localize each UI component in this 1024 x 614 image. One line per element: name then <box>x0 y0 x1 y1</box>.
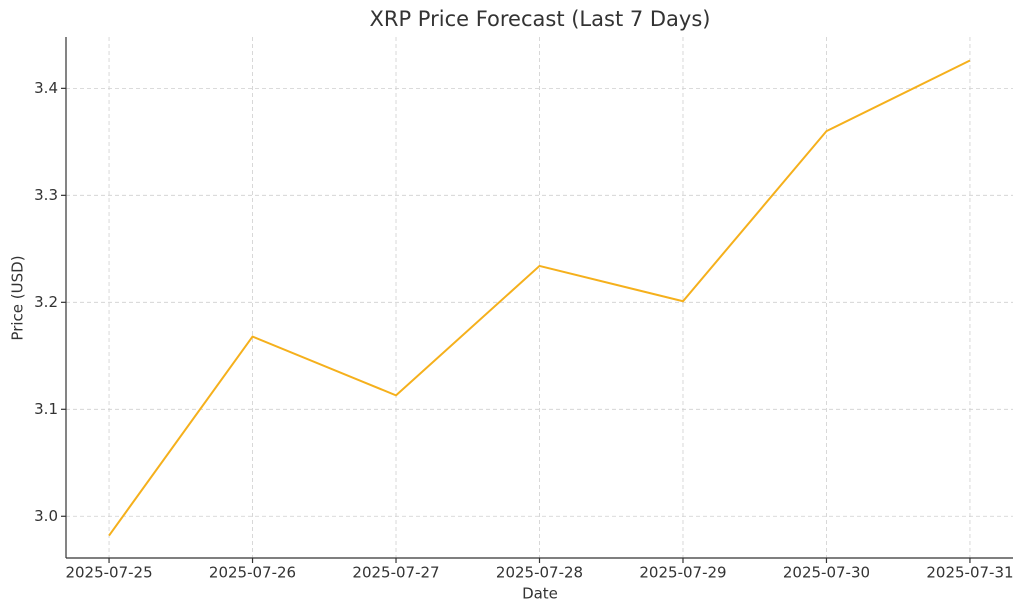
x-tick-label: 2025-07-29 <box>639 564 726 582</box>
y-tick-label: 3.0 <box>34 507 58 525</box>
x-axis-label: Date <box>522 585 558 603</box>
x-tick-label: 2025-07-31 <box>926 564 1013 582</box>
y-tick-label: 3.3 <box>34 186 58 204</box>
y-axis-label: Price (USD) <box>9 255 27 340</box>
x-tick-label: 2025-07-30 <box>783 564 870 582</box>
y-tick-label: 3.4 <box>34 79 58 97</box>
x-tick-label: 2025-07-25 <box>65 564 152 582</box>
x-tick-label: 2025-07-26 <box>209 564 296 582</box>
chart-title: XRP Price Forecast (Last 7 Days) <box>369 7 710 31</box>
x-tick-label: 2025-07-27 <box>352 564 439 582</box>
y-tick-label: 3.1 <box>34 400 58 418</box>
price-line <box>108 59 971 537</box>
x-tick-label: 2025-07-28 <box>496 564 583 582</box>
y-tick-label: 3.2 <box>34 293 58 311</box>
